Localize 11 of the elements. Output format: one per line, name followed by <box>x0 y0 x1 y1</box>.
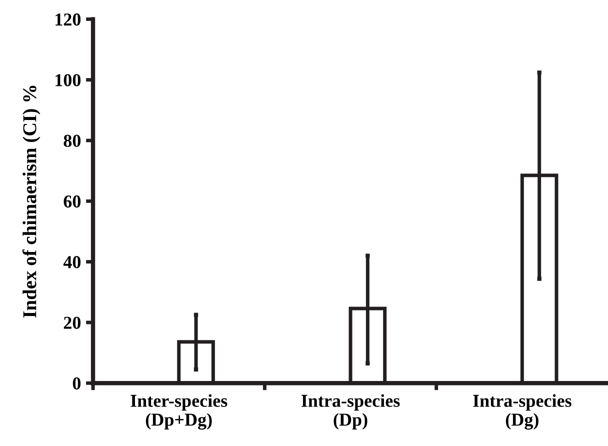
y-tick-label: 0 <box>72 377 81 390</box>
x-tick-label: Intra-species (Dp) <box>301 394 400 430</box>
y-tick-label: 20 <box>64 316 81 329</box>
x-tick-label: Intra-species (Dg) <box>473 394 572 430</box>
y-axis-title: Index of chimaerism (CI) % <box>22 86 40 318</box>
y-tick-label: 80 <box>64 134 81 147</box>
y-tick-label: 100 <box>56 74 81 86</box>
y-tick-label: 120 <box>56 13 81 26</box>
x-tick-label: Inter-species (Dp+Dg) <box>130 394 228 430</box>
y-tick-label: 60 <box>64 195 81 208</box>
y-tick-label: 40 <box>63 256 81 268</box>
